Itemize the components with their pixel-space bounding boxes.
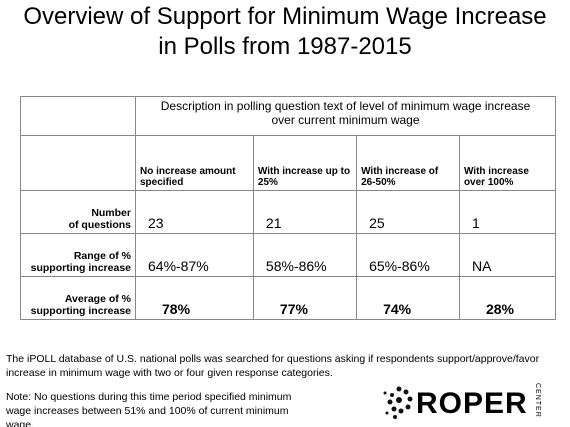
cell: 74% <box>356 276 460 320</box>
cell: 21 <box>252 190 358 234</box>
column-header: With increase of 26-50% <box>356 135 460 191</box>
data-row: Average of % supporting increase 78% 77% 74%… <box>20 276 557 320</box>
cell: 64%-87% <box>135 233 254 277</box>
cell: 78% <box>135 276 254 320</box>
row-header: Number of questions <box>20 190 136 234</box>
row-label-line: Range of % <box>73 250 131 262</box>
column-header: No increase amount specified <box>135 135 254 191</box>
row-label-line: of questions <box>68 219 131 231</box>
cell: 65%-86% <box>356 233 460 277</box>
logo-icon <box>383 386 413 419</box>
cell: 25 <box>356 190 460 234</box>
data-row: Number of questions 23 21 25 1 <box>20 190 557 234</box>
row-label-line: Number <box>91 207 131 219</box>
header-line: Description in polling question text of … <box>160 99 531 113</box>
column-row: No increase amount specified With increas… <box>20 135 557 191</box>
note: Note: No questions during this time peri… <box>6 391 292 427</box>
logo: ROPER CENTER <box>382 383 562 423</box>
cell: 58%-86% <box>252 233 358 277</box>
row-label-line: supporting increase <box>30 262 131 274</box>
column-header: With increase up to 25% <box>252 135 358 191</box>
title: Overview of Support for Minimum Wage Inc… <box>0 2 570 62</box>
header-line: over current minimum wage <box>271 113 420 127</box>
notes: The iPOLL database of U.S. national poll… <box>6 352 562 427</box>
title-line: in Polls from 1987-2015 <box>158 33 412 60</box>
row-header: Average of % supporting increase <box>20 276 136 320</box>
data-row: Range of % supporting increase 64%-87% 58%-… <box>20 233 557 277</box>
corner-cell <box>20 96 136 136</box>
cell: 28% <box>458 276 557 320</box>
table: Description in polling question text of … <box>20 96 557 320</box>
row-label-line: supporting increase <box>30 305 131 317</box>
logo-sub: CENTER <box>534 383 541 418</box>
title-line: Overview of Support for Minimum Wage Inc… <box>23 3 547 30</box>
cell: 1 <box>458 190 557 234</box>
cell: 77% <box>252 276 358 320</box>
corner-cell <box>20 135 136 191</box>
column-header: With increase over 100% <box>458 135 557 191</box>
logo-name: ROPER <box>416 387 528 420</box>
cell: 23 <box>135 190 254 234</box>
row-header: Range of % supporting increase <box>20 233 136 277</box>
cell: NA <box>458 233 557 277</box>
note: The iPOLL database of U.S. national poll… <box>6 353 540 379</box>
header-cell: Description in polling question text of … <box>135 96 556 136</box>
row-label-line: Average of % <box>64 293 131 305</box>
header-row: Description in polling question text of … <box>20 96 556 136</box>
